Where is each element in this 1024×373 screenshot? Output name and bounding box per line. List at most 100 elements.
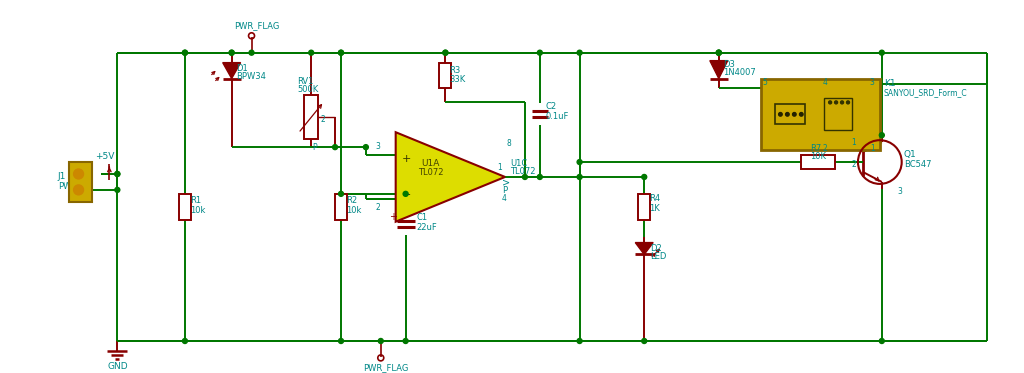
Text: 1: 1 — [851, 138, 856, 147]
Polygon shape — [222, 63, 241, 79]
Circle shape — [403, 191, 409, 196]
Text: R1: R1 — [189, 196, 201, 205]
Text: 2: 2 — [376, 203, 381, 212]
Text: P: P — [502, 186, 507, 195]
Text: 2: 2 — [822, 144, 827, 153]
Bar — [304, 95, 318, 139]
Circle shape — [800, 113, 803, 116]
Circle shape — [793, 113, 796, 116]
Circle shape — [578, 160, 582, 164]
Text: SANYOU_SRD_Form_C: SANYOU_SRD_Form_C — [884, 88, 968, 97]
Text: 2: 2 — [84, 185, 88, 194]
Text: C2: C2 — [546, 102, 557, 111]
Text: LED: LED — [650, 252, 667, 261]
Polygon shape — [395, 132, 505, 222]
Circle shape — [339, 50, 343, 55]
Circle shape — [339, 50, 343, 55]
Polygon shape — [635, 242, 653, 254]
Text: R7: R7 — [810, 144, 821, 153]
Circle shape — [443, 50, 447, 55]
Circle shape — [229, 50, 234, 55]
Bar — [335, 194, 347, 220]
Text: 3: 3 — [376, 142, 381, 151]
Bar — [439, 63, 452, 88]
Text: 2: 2 — [851, 160, 856, 169]
Circle shape — [538, 175, 543, 179]
Circle shape — [443, 50, 447, 55]
Circle shape — [182, 50, 187, 55]
Circle shape — [333, 145, 338, 150]
Text: C1: C1 — [417, 213, 428, 222]
Bar — [775, 104, 805, 124]
Circle shape — [578, 339, 582, 344]
Circle shape — [339, 191, 343, 196]
Circle shape — [717, 50, 721, 55]
Text: 10k: 10k — [189, 206, 205, 215]
Text: 4: 4 — [822, 78, 827, 87]
Circle shape — [717, 50, 721, 55]
Circle shape — [115, 172, 120, 176]
Text: R2: R2 — [346, 196, 357, 205]
Circle shape — [364, 145, 369, 150]
Text: R4: R4 — [649, 194, 660, 203]
Text: TL072: TL072 — [418, 169, 443, 178]
Text: RV1: RV1 — [297, 77, 313, 86]
Circle shape — [403, 339, 409, 344]
Text: PWR_FLAG: PWR_FLAG — [362, 363, 409, 372]
Text: TL072: TL072 — [510, 167, 536, 176]
Text: BC547: BC547 — [904, 160, 931, 169]
Circle shape — [841, 101, 844, 104]
Text: P: P — [312, 142, 316, 152]
Circle shape — [828, 101, 831, 104]
Circle shape — [578, 175, 582, 179]
Text: 5: 5 — [763, 78, 767, 87]
Text: 33K: 33K — [450, 75, 466, 84]
Circle shape — [717, 50, 721, 55]
Text: D1: D1 — [236, 64, 248, 73]
Text: GND: GND — [108, 362, 128, 372]
Circle shape — [522, 175, 527, 179]
Circle shape — [182, 339, 187, 344]
Text: 3: 3 — [869, 78, 874, 87]
Text: D3: D3 — [723, 60, 734, 69]
Text: 1: 1 — [869, 144, 874, 153]
Text: U1C: U1C — [510, 159, 527, 167]
Circle shape — [115, 172, 120, 176]
Text: +: + — [401, 154, 411, 164]
Circle shape — [115, 187, 120, 192]
Bar — [761, 79, 880, 150]
Text: 2: 2 — [321, 115, 325, 124]
Text: J1: J1 — [57, 172, 67, 181]
Text: 0.1uF: 0.1uF — [546, 112, 569, 121]
Text: 22uF: 22uF — [417, 223, 437, 232]
Text: +5V: +5V — [95, 151, 115, 161]
Circle shape — [249, 50, 254, 55]
Text: 4: 4 — [502, 194, 507, 203]
Text: 10K: 10K — [810, 151, 826, 161]
Circle shape — [182, 50, 187, 55]
Circle shape — [229, 50, 234, 55]
Circle shape — [847, 101, 850, 104]
Bar — [824, 98, 852, 130]
Bar — [179, 194, 190, 220]
Text: U1A: U1A — [421, 159, 439, 167]
Circle shape — [778, 113, 782, 116]
Circle shape — [538, 50, 543, 55]
Circle shape — [74, 185, 84, 195]
FancyBboxPatch shape — [69, 162, 92, 202]
Text: BPW34: BPW34 — [236, 72, 265, 81]
Text: 500K: 500K — [297, 85, 318, 94]
Text: PWR_FLAG: PWR_FLAG — [233, 21, 279, 30]
Circle shape — [378, 339, 383, 344]
Text: D2: D2 — [650, 244, 662, 253]
Circle shape — [785, 113, 790, 116]
Text: 8: 8 — [506, 139, 511, 148]
Bar — [802, 155, 836, 169]
Circle shape — [880, 50, 885, 55]
Circle shape — [74, 169, 84, 179]
Text: K1: K1 — [884, 79, 895, 88]
Text: R3: R3 — [450, 66, 461, 75]
Circle shape — [642, 175, 647, 179]
Circle shape — [578, 50, 582, 55]
Text: PWR: PWR — [57, 182, 77, 191]
